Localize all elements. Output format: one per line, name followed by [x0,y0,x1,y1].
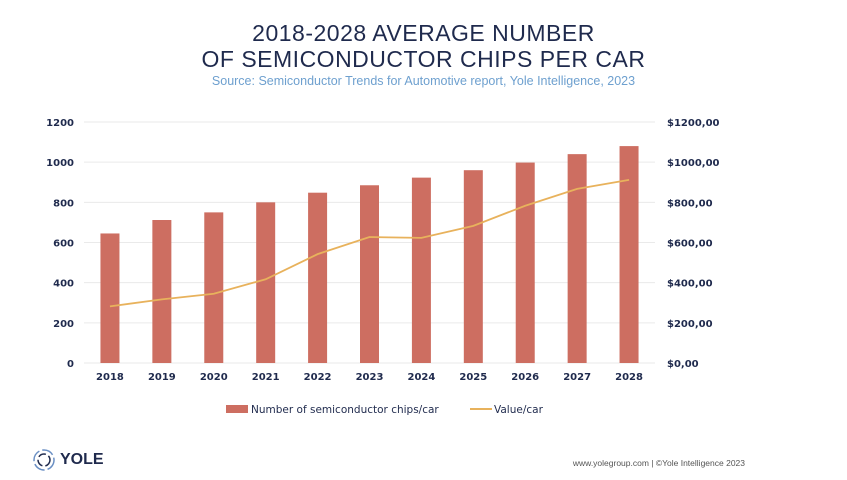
y-tick-label: 600 [53,239,74,250]
chart-title-line-2: OF SEMICONDUCTOR CHIPS PER CAR [201,46,646,72]
y-tick-label: 1000 [46,158,74,169]
x-tick-label: 2027 [563,372,591,383]
bar [360,185,379,363]
x-tick-label: 2023 [356,372,384,383]
bar [256,202,276,363]
x-tick-label: 2022 [304,372,332,383]
bar [204,212,224,363]
y-tick-label: 200 [53,319,74,330]
bar [619,146,639,363]
x-tick-label: 2028 [615,372,643,383]
y2-tick-label: $600,00 [667,239,713,250]
bar [152,220,172,363]
legend-line-label: Value/car [494,404,544,416]
x-tick-label: 2024 [407,372,435,383]
bar [411,177,431,363]
y-tick-label: 0 [67,359,74,370]
x-tick-label: 2025 [459,372,487,383]
x-tick-label: 2026 [511,372,539,383]
yole-logo: YOLE [32,448,104,472]
footer-text: www.yolegroup.com | ©Yole Intelligence 2… [572,458,745,468]
y2-tick-label: $800,00 [667,198,713,209]
y-tick-label: 1200 [46,118,74,129]
x-tick-label: 2018 [96,372,124,383]
legend-bar-swatch [226,405,248,413]
y2-tick-label: $1000,00 [667,158,720,169]
y2-tick-label: $0,00 [667,359,699,370]
y2-tick-label: $1200,00 [667,118,720,129]
y-tick-label: 400 [53,279,74,290]
y-tick-label: 800 [53,198,74,209]
legend-bar-label: Number of semiconductor chips/car [251,404,439,416]
logo-text: YOLE [60,451,104,468]
y2-tick-label: $200,00 [667,319,713,330]
bar [463,170,483,363]
y2-tick-label: $400,00 [667,279,713,290]
x-tick-label: 2019 [148,372,176,383]
bar [567,154,587,363]
bar [308,192,328,363]
chart-subtitle: Source: Semiconductor Trends for Automot… [211,74,636,88]
x-tick-label: 2020 [200,372,228,383]
x-tick-label: 2021 [252,372,280,383]
chart-title-line-1: 2018-2028 AVERAGE NUMBER [252,20,595,46]
bar [515,162,535,363]
yole-logo-icon [33,449,55,471]
chart: 0 200 400 600 800 1000 1200 $0,00 $200,00 $400,00… [46,118,720,416]
bar [100,233,120,363]
